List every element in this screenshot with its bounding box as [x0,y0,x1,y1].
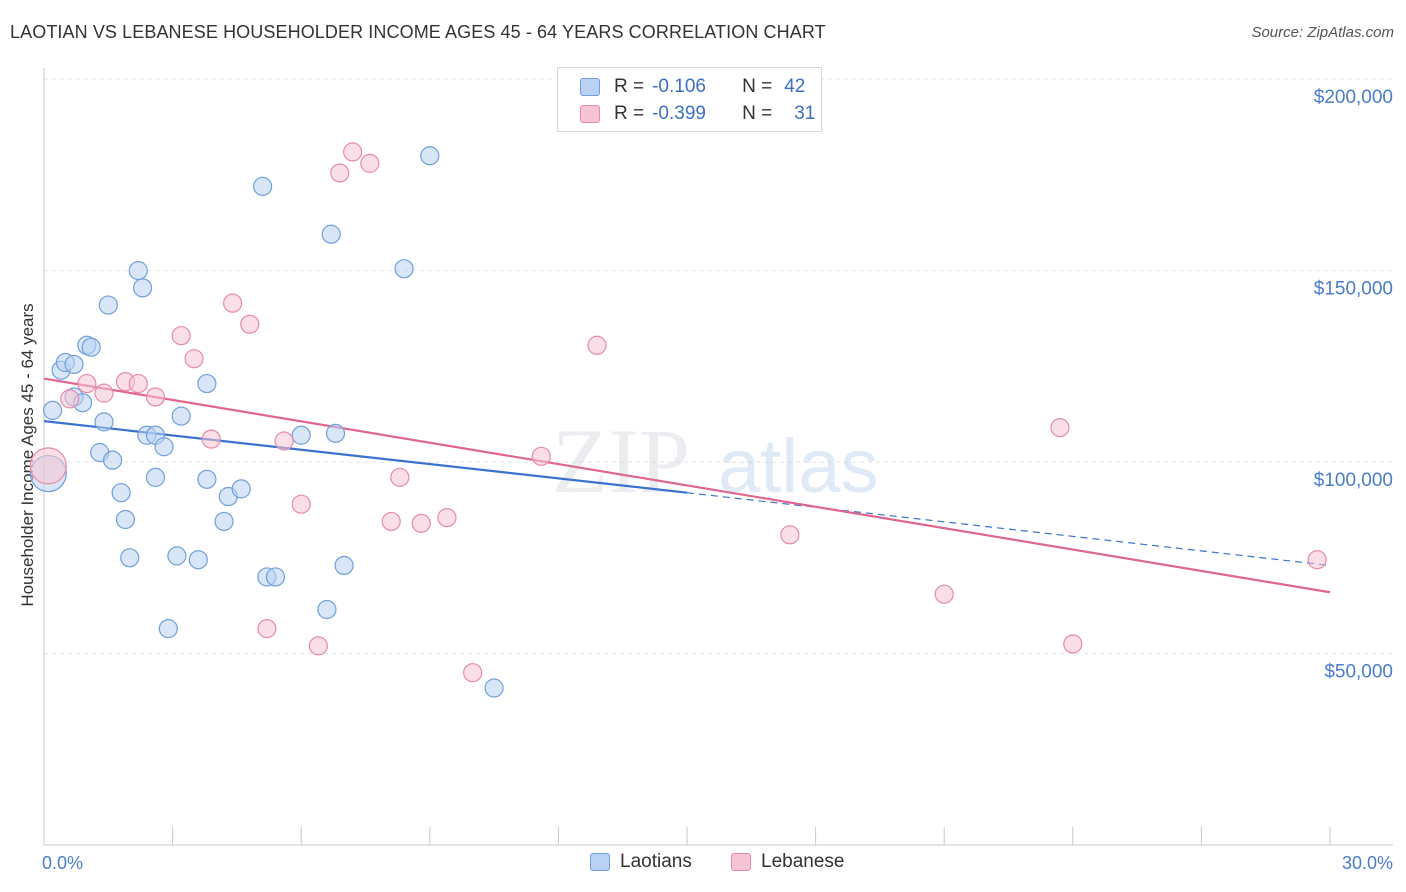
laotians-point [214,511,234,532]
bottom-legend-label-lebanese: Lebanese [761,851,845,872]
laotians-point [197,373,217,394]
axes [43,68,1393,846]
legend-n-label: N = [742,103,773,124]
stats-legend: R = -0.106 N = 42 R = -0.399 N = 31 [557,67,822,132]
x-tick-labels: 0.0% 30.0% [42,853,1393,873]
laotians-point [81,337,101,357]
legend-r-label: R = [614,76,645,97]
lebanese-point [381,511,401,532]
laotians-point [158,619,178,639]
legend-row-lebanese: R = -0.399 N = 31 [580,101,815,127]
legend-row-laotians: R = -0.106 N = 42 [580,74,805,100]
lebanese-point [291,494,311,514]
lebanese-point [171,326,191,346]
source-label: Source: ZipAtlas.com [1251,24,1394,41]
bottom-legend-swatch-lebanese [731,853,751,871]
y-tick-label: $200,000 [1314,87,1393,108]
bottom-legend-laotians: Laotians [590,851,692,873]
laotians-point [154,437,174,457]
legend-r-label: R = [614,103,645,124]
watermark: ZIP atlas [552,410,879,512]
laotians-point [128,261,148,281]
legend-swatch-laotians [580,78,600,96]
lebanese-point [1050,418,1070,438]
x-tick-label: 0.0% [42,853,83,873]
watermark-zip: ZIP [552,410,690,512]
legend-n-label: N = [742,76,773,97]
legend-swatch-lebanese [580,105,600,123]
lebanese-point [223,293,243,313]
lebanese-point [240,314,260,334]
legend-n-value: 31 [794,103,816,124]
laotians-point [102,450,123,470]
laotians-point [334,555,354,576]
laotians-point [321,224,341,244]
legend-n-value: 42 [784,76,806,97]
laotians-point [171,406,191,426]
lebanese-point [145,387,166,407]
y-axis-label: Householder Income Ages 45 - 64 years [18,303,37,606]
legend-r-value: -0.106 [652,76,706,97]
lebanese-point [531,446,551,466]
lebanese-point [60,389,80,409]
lebanese-point [257,619,277,639]
laotians-point [64,354,84,375]
lebanese-point [330,163,350,183]
laotians-point [265,567,286,587]
laotians-point [317,599,337,620]
bottom-legend-swatch-laotians [590,853,610,871]
lebanese-point [1063,634,1083,654]
laotians-point [325,423,346,443]
lebanese-point [308,636,328,656]
lebanese-point [390,467,410,487]
laotians-point [98,295,118,315]
laotians-point [120,548,140,568]
watermark-atlas: atlas [718,424,879,509]
data-points [29,142,1327,698]
laotians-point [197,469,217,489]
laotians-point [132,278,153,298]
lebanese-point [201,429,221,449]
laotians-point [111,483,131,503]
laotians-point [167,546,187,566]
lebanese-point [184,349,204,369]
laotians-point [231,479,251,499]
lebanese-point [128,373,148,394]
legend-r-value: -0.399 [652,103,706,124]
x-tick-label: 30.0% [1342,853,1393,873]
lebanese-point [411,513,431,533]
y-tick-label: $100,000 [1314,470,1393,491]
lebanese-trend-line [43,377,1331,594]
lebanese-point [463,663,483,683]
lebanese-point [360,153,380,173]
lebanese-point [343,142,363,162]
lebanese-point [587,335,607,355]
laotians-point [145,467,166,487]
laotians-point [394,259,414,279]
chart-title: LAOTIAN VS LEBANESE HOUSEHOLDER INCOME A… [10,22,826,42]
y-tick-labels: $50,000 $100,000 $150,000 $200,000 [1314,87,1393,682]
laotians-point [420,146,440,166]
lebanese-point [780,525,800,545]
bottom-legend-lebanese: Lebanese [731,851,844,873]
lebanese-point [29,447,67,485]
bottom-legend-label-laotians: Laotians [620,851,692,872]
lebanese-point [77,373,97,394]
lebanese-point [1307,550,1327,570]
laotians-point [94,412,114,432]
lebanese-point [94,383,114,403]
y-tick-label: $50,000 [1324,662,1393,683]
laotians-point [484,678,504,698]
grid-lines [44,78,1395,655]
lebanese-point [437,507,457,528]
laotians-point [115,509,136,530]
laotians-point [253,176,273,196]
laotians-point [291,425,311,445]
laotians-point [188,550,208,570]
y-tick-label: $150,000 [1314,279,1393,300]
laotians-point [42,400,63,420]
lebanese-point [934,584,954,604]
lebanese-point [274,431,294,451]
